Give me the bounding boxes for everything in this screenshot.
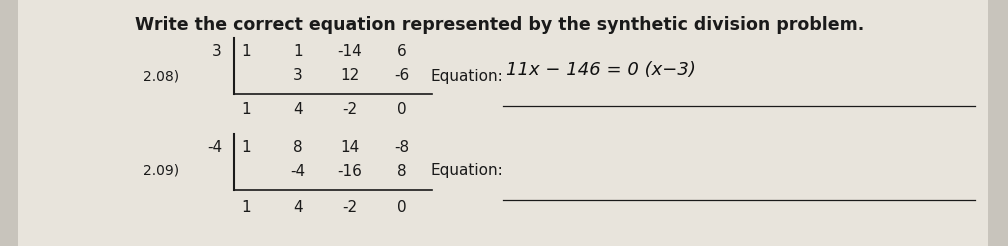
Text: -16: -16	[338, 164, 363, 179]
Text: 2.08): 2.08)	[143, 69, 179, 83]
Text: 1: 1	[241, 200, 251, 215]
Text: -4: -4	[207, 140, 222, 155]
Text: 0: 0	[397, 200, 407, 215]
Text: 3: 3	[293, 68, 302, 83]
Text: -2: -2	[343, 103, 358, 118]
Text: 3: 3	[213, 45, 222, 60]
Text: Equation:: Equation:	[430, 164, 503, 179]
Text: 14: 14	[341, 140, 360, 155]
Text: 8: 8	[397, 164, 407, 179]
Text: 0: 0	[397, 103, 407, 118]
Text: Write the correct equation represented by the synthetic division problem.: Write the correct equation represented b…	[135, 16, 865, 34]
Text: -6: -6	[394, 68, 409, 83]
Text: 4: 4	[293, 200, 302, 215]
Text: 1: 1	[241, 45, 251, 60]
Text: 6: 6	[397, 45, 407, 60]
Text: 4: 4	[293, 103, 302, 118]
Text: 8: 8	[293, 140, 302, 155]
Text: 12: 12	[341, 68, 360, 83]
Text: -14: -14	[338, 45, 362, 60]
Text: 11x − 146 = 0 (x−3): 11x − 146 = 0 (x−3)	[506, 61, 696, 79]
Text: 1: 1	[241, 103, 251, 118]
Text: -4: -4	[290, 164, 305, 179]
Text: Equation:: Equation:	[430, 68, 503, 83]
Text: 1: 1	[293, 45, 302, 60]
Text: -8: -8	[394, 140, 409, 155]
Text: -2: -2	[343, 200, 358, 215]
Text: 2.09): 2.09)	[143, 164, 179, 178]
Text: 1: 1	[241, 140, 251, 155]
